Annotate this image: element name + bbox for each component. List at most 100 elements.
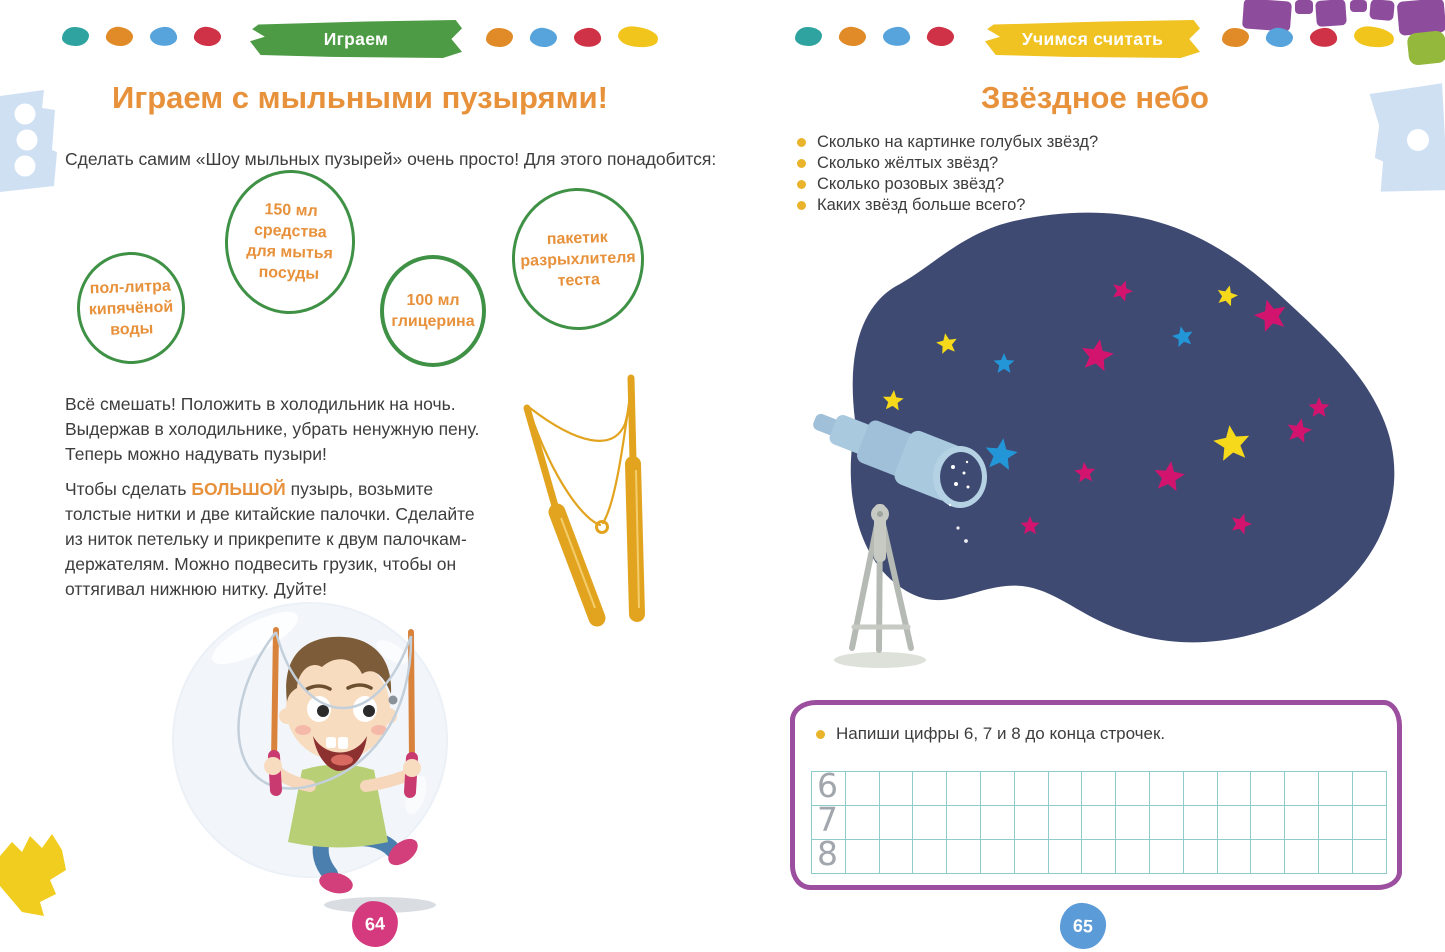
tab-hole <box>14 155 36 177</box>
grid-cell <box>1082 840 1117 874</box>
ingredient-label: 150 мл средства для мытья посуды <box>246 201 334 284</box>
boy-cheek <box>295 725 311 735</box>
bubble-stick-left <box>271 627 279 763</box>
grid-cell <box>1048 840 1083 874</box>
grid-cell <box>1116 840 1150 874</box>
writing-practice-box: Напиши цифры 6, 7 и 8 до конца строчек. … <box>790 700 1402 890</box>
grid-cell <box>1352 806 1387 840</box>
paint-dab-blue <box>1264 25 1295 49</box>
grid-cell <box>947 806 981 840</box>
grid-cell <box>1318 806 1353 840</box>
grid-cell <box>845 840 880 874</box>
paint-dab-red <box>192 25 223 48</box>
stars-layer <box>882 280 1330 535</box>
left-page-title: Играем с мыльными пузырями! <box>112 80 608 115</box>
paint-dab-orange <box>104 25 135 48</box>
grid-cell <box>1251 806 1286 840</box>
grid-cell <box>1014 772 1049 806</box>
boy-tooth <box>326 737 336 748</box>
blue-star <box>993 353 1015 373</box>
tripod-pivot-dot <box>877 511 883 517</box>
brush-stroke-shape <box>250 20 462 58</box>
blue-star <box>1172 326 1193 347</box>
pink-star <box>1020 516 1040 535</box>
paint-dab-blue <box>528 25 559 49</box>
grid-cell <box>980 840 1015 874</box>
pink-star <box>1082 339 1114 372</box>
grid-cell <box>980 772 1015 806</box>
bubble-highlight <box>376 640 408 664</box>
ingredient-label: пол-литра кипячёной воды <box>88 277 174 339</box>
pink-star <box>1308 397 1330 417</box>
yellow-star <box>936 333 957 354</box>
grid-cell <box>1352 840 1387 874</box>
paint-dab-orange <box>1222 27 1249 47</box>
ingredient-circle: 100 мл глицерина <box>380 255 486 367</box>
wand-stick-right <box>627 374 637 464</box>
page-number: 65 <box>1072 914 1094 937</box>
paint-dab-row <box>1222 24 1396 50</box>
stick-highlight <box>635 469 640 609</box>
grid-cell <box>845 772 880 806</box>
boy-hand <box>403 759 421 777</box>
boy-shoe-left <box>319 872 353 894</box>
string-knot <box>388 695 398 705</box>
wand-stick-right-grip <box>625 456 645 622</box>
grid-cell <box>1014 840 1049 874</box>
paint-dab-teal <box>62 27 89 46</box>
grid-cell <box>1217 772 1252 806</box>
yellow-crown-decoration <box>0 834 66 916</box>
sample-digit: 8 <box>817 834 838 873</box>
pink-star <box>1154 461 1185 492</box>
paint-dab-row <box>795 25 956 48</box>
section-banner-label: Учимся считать <box>1021 28 1164 49</box>
instructions-paragraph: Всё смешать! Положить в холодильник на н… <box>65 394 480 464</box>
bubble-highlight <box>212 611 298 665</box>
grid-cell <box>1352 772 1387 806</box>
question-text: Сколько на картинке голубых звёзд? <box>817 133 1099 151</box>
practice-task-label: Напиши цифры 6, 7 и 8 до конца строчек. <box>836 724 1166 743</box>
grid-cell <box>1285 772 1319 806</box>
bullet-dot <box>797 201 806 210</box>
section-banner-play: Играем <box>250 20 462 58</box>
grid-cell <box>1183 840 1218 874</box>
wand-stick-left-grip <box>548 503 606 627</box>
tab-hole <box>1407 129 1429 151</box>
grid-cell <box>1149 772 1184 806</box>
starry-sky-illustration <box>813 212 1395 668</box>
wand-stick-left <box>523 404 559 510</box>
paragraph-text: пузырь, возьмите толстые нитки и две кит… <box>65 479 475 599</box>
blue-star <box>985 438 1018 470</box>
left-edge-tab-decoration <box>0 90 57 192</box>
grid-cell <box>845 806 880 840</box>
string-ring-weight <box>595 520 609 534</box>
grid-cell <box>1318 840 1353 874</box>
sample-digit: 6 <box>817 766 838 805</box>
green-dab <box>1407 30 1445 66</box>
right-page-title: Звёздное небо <box>981 80 1209 115</box>
telescope-illustration <box>813 413 987 668</box>
questions-list: Сколько на картинке голубых звёзд? Скольк… <box>797 132 1098 216</box>
grid-cell <box>1116 806 1150 840</box>
boy-tongue <box>331 754 353 766</box>
bullet-dot <box>797 159 806 168</box>
boy-hand <box>264 757 282 775</box>
paint-dab-yellow <box>1352 24 1396 50</box>
grid-cell <box>1149 806 1184 840</box>
wand-string <box>528 379 634 442</box>
sky-specks <box>948 503 968 543</box>
paint-dab-blue <box>882 25 911 48</box>
bubble-string <box>237 631 413 790</box>
boy-with-bubble-illustration <box>172 602 448 913</box>
boy-hair <box>286 636 392 702</box>
grid-cell <box>1116 772 1150 806</box>
question-item: Каких звёзд больше всего? <box>797 195 1098 216</box>
paint-dab-blue <box>149 25 178 48</box>
paint-dab-red <box>1309 26 1338 48</box>
paragraph-text: Чтобы сделать <box>65 479 192 499</box>
grid-cell <box>1082 772 1117 806</box>
boy-pupil <box>363 705 375 717</box>
ingredient-label: пакетик разрыхлителя теста <box>520 228 636 290</box>
question-item: Сколько на картинке голубых звёзд? <box>797 132 1098 153</box>
